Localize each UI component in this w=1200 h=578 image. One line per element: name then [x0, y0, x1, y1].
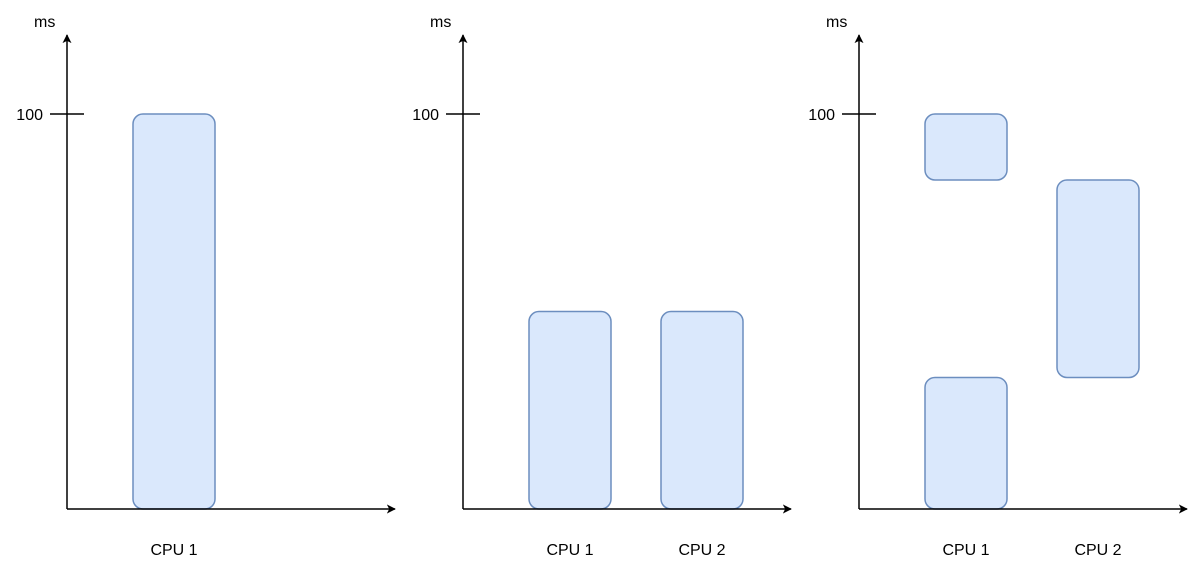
time-block-cpu-1-2	[924, 113, 1008, 181]
time-block-cpu-2-2	[660, 310, 744, 510]
time-block-cpu-1-1	[132, 113, 216, 510]
category-label-cpu-2: CPU 2	[678, 542, 725, 559]
chart-panel-3: 100 ms CPU 1 CPU 2	[808, 14, 1188, 559]
category-label-cpu-1: CPU 1	[546, 542, 593, 559]
y-tick-label: 100	[808, 107, 835, 124]
time-block-cpu-1-1	[528, 310, 612, 510]
y-axis-label: ms	[826, 14, 847, 31]
chart-panel-1: 100 ms CPU 1	[16, 14, 396, 559]
category-label-cpu-1: CPU 1	[150, 542, 197, 559]
time-block-cpu-2-3	[1056, 179, 1140, 379]
category-label-cpu-1: CPU 1	[942, 542, 989, 559]
chart-panel-2: 100 ms CPU 1 CPU 2	[412, 14, 792, 559]
y-axis-label: ms	[34, 14, 55, 31]
y-tick-label: 100	[16, 107, 43, 124]
time-block-cpu-1-1	[924, 376, 1008, 510]
y-axis-label: ms	[430, 14, 451, 31]
y-tick-label: 100	[412, 107, 439, 124]
category-label-cpu-2: CPU 2	[1074, 542, 1121, 559]
